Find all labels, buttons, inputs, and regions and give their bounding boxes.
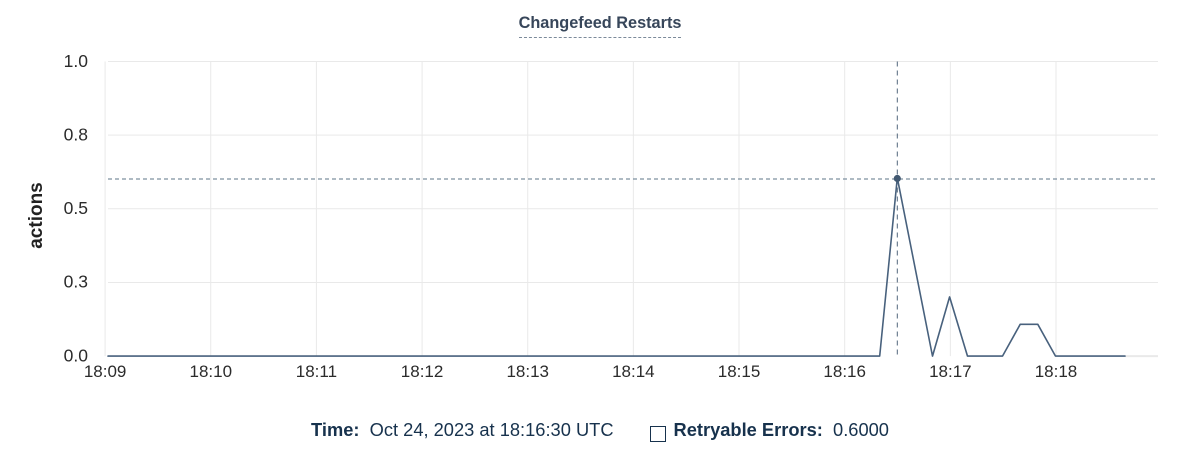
- svg-text:18:10: 18:10: [189, 362, 232, 381]
- svg-text:0.8: 0.8: [64, 125, 88, 145]
- svg-text:0.5: 0.5: [64, 198, 88, 218]
- svg-text:18:09: 18:09: [84, 362, 127, 381]
- svg-text:18:16: 18:16: [823, 362, 866, 381]
- svg-text:18:17: 18:17: [929, 362, 972, 381]
- svg-text:0.3: 0.3: [64, 272, 88, 292]
- svg-text:18:18: 18:18: [1035, 362, 1078, 381]
- svg-text:18:11: 18:11: [296, 362, 337, 381]
- svg-text:1.0: 1.0: [64, 51, 89, 71]
- svg-text:18:14: 18:14: [612, 362, 655, 381]
- svg-text:18:13: 18:13: [506, 362, 549, 381]
- svg-text:18:15: 18:15: [718, 362, 761, 381]
- svg-text:18:12: 18:12: [401, 362, 444, 381]
- svg-text:actions: actions: [26, 182, 47, 249]
